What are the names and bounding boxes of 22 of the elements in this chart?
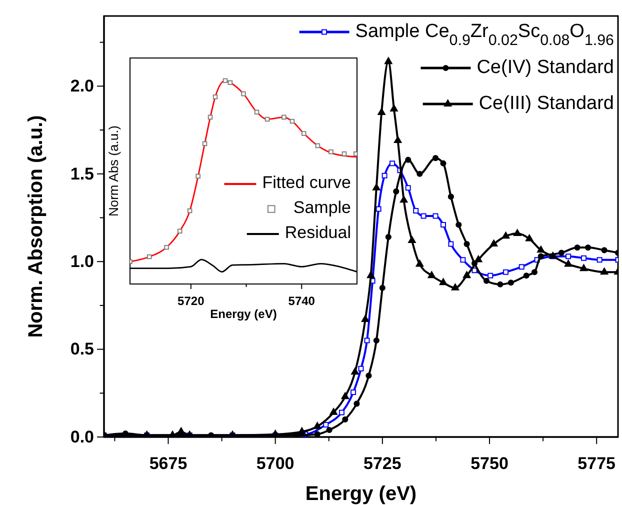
x-tick-label: 5720 <box>178 294 205 308</box>
x-tick-label: 5775 <box>578 454 616 474</box>
x-axis-title: Energy (eV) <box>305 483 417 505</box>
y-axis-title: Norm. Absorption (a.u.) <box>25 115 47 338</box>
y-tick-label: 0.5 <box>70 340 94 359</box>
x-tick-label: 5675 <box>149 454 188 474</box>
legend-label: Fitted curve <box>262 173 351 192</box>
y-tick-label: 2.0 <box>70 76 94 96</box>
legend-label: Sample Ce$_{0.9}$Zr$_{0.02}$Sc$_{0.08}$O$_{1.96}$ <box>355 21 614 49</box>
x-tick-label: 5725 <box>364 454 402 474</box>
y-axis-title: Norm Abs (a.u.) <box>106 125 121 217</box>
legend-label: Ce(III) Standard <box>478 93 614 114</box>
legend-label: Sample <box>293 198 351 218</box>
legend-label: Residual <box>284 223 351 242</box>
y-tick-label: 1.0 <box>70 252 94 272</box>
legend-label: Ce(IV) Standard <box>476 57 614 78</box>
x-tick-label: 5750 <box>470 454 508 474</box>
x-tick-label: 5740 <box>288 294 316 308</box>
y-tick-label: 1.5 <box>70 164 94 184</box>
x-axis-title: Energy (eV) <box>210 307 277 321</box>
x-tick-label: 5700 <box>256 454 294 474</box>
y-tick-label: 0.0 <box>70 427 94 446</box>
